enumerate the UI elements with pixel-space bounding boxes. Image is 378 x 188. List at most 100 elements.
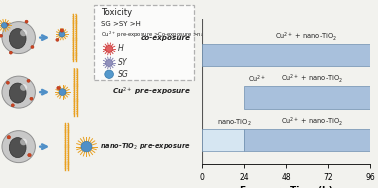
- Bar: [202, 44, 370, 66]
- Circle shape: [73, 33, 74, 34]
- Circle shape: [76, 105, 78, 106]
- Circle shape: [59, 31, 65, 37]
- Text: Cu$^{2+}$ pre-exposure: Cu$^{2+}$ pre-exposure: [112, 86, 191, 98]
- Circle shape: [74, 107, 75, 108]
- Circle shape: [67, 129, 69, 130]
- Circle shape: [65, 157, 66, 158]
- Circle shape: [65, 153, 66, 154]
- Circle shape: [73, 41, 74, 43]
- Circle shape: [9, 51, 12, 54]
- Circle shape: [76, 79, 78, 80]
- Circle shape: [65, 159, 66, 160]
- Circle shape: [67, 150, 69, 152]
- Circle shape: [73, 50, 74, 51]
- Circle shape: [75, 20, 77, 21]
- Circle shape: [73, 39, 74, 41]
- Circle shape: [59, 89, 66, 96]
- Circle shape: [73, 22, 74, 24]
- Circle shape: [67, 157, 69, 158]
- Circle shape: [76, 111, 78, 112]
- Circle shape: [76, 70, 78, 72]
- Circle shape: [67, 165, 69, 167]
- Circle shape: [67, 168, 69, 169]
- Circle shape: [74, 113, 75, 114]
- Circle shape: [2, 76, 36, 108]
- Circle shape: [7, 136, 11, 139]
- Circle shape: [74, 89, 75, 91]
- Circle shape: [74, 77, 75, 78]
- Circle shape: [67, 142, 69, 143]
- Circle shape: [76, 89, 78, 91]
- Circle shape: [65, 138, 66, 139]
- Circle shape: [73, 29, 74, 30]
- Circle shape: [20, 30, 27, 36]
- Circle shape: [75, 39, 77, 41]
- Text: SG >SY >H: SG >SY >H: [101, 20, 141, 27]
- Circle shape: [67, 123, 69, 124]
- Text: co-exposure: co-exposure: [141, 35, 191, 41]
- Circle shape: [67, 136, 69, 137]
- Circle shape: [65, 129, 66, 130]
- Circle shape: [65, 161, 66, 163]
- Circle shape: [73, 44, 74, 45]
- Circle shape: [74, 72, 75, 74]
- Circle shape: [76, 100, 78, 102]
- Circle shape: [5, 23, 8, 26]
- Circle shape: [74, 68, 75, 70]
- Circle shape: [76, 75, 78, 76]
- Circle shape: [65, 125, 66, 126]
- Circle shape: [65, 133, 66, 135]
- Circle shape: [74, 70, 75, 72]
- Circle shape: [74, 105, 75, 106]
- Circle shape: [75, 24, 77, 26]
- Circle shape: [67, 138, 69, 139]
- Circle shape: [65, 144, 66, 146]
- Circle shape: [74, 79, 75, 80]
- Circle shape: [65, 142, 66, 143]
- Circle shape: [105, 70, 113, 78]
- Text: Toxicity: Toxicity: [101, 8, 132, 17]
- Circle shape: [76, 81, 78, 82]
- Circle shape: [73, 27, 74, 28]
- Circle shape: [67, 131, 69, 133]
- Circle shape: [75, 41, 77, 43]
- Circle shape: [65, 123, 66, 124]
- Circle shape: [105, 60, 113, 66]
- Circle shape: [2, 22, 36, 54]
- Circle shape: [75, 48, 77, 49]
- Circle shape: [20, 84, 27, 91]
- Circle shape: [74, 75, 75, 76]
- Circle shape: [67, 155, 69, 156]
- Circle shape: [67, 148, 69, 150]
- Circle shape: [67, 163, 69, 165]
- Circle shape: [57, 86, 60, 90]
- Circle shape: [76, 109, 78, 110]
- Circle shape: [76, 113, 78, 114]
- Circle shape: [73, 54, 74, 56]
- Circle shape: [76, 72, 78, 74]
- Circle shape: [76, 102, 78, 104]
- Circle shape: [65, 127, 66, 128]
- Circle shape: [75, 35, 77, 36]
- Circle shape: [73, 24, 74, 26]
- Circle shape: [76, 85, 78, 87]
- Ellipse shape: [9, 29, 26, 49]
- Circle shape: [0, 34, 3, 37]
- Circle shape: [67, 140, 69, 141]
- Text: H: H: [118, 44, 124, 53]
- Circle shape: [76, 96, 78, 97]
- Circle shape: [30, 97, 33, 100]
- Circle shape: [73, 48, 74, 49]
- Circle shape: [65, 163, 66, 165]
- Circle shape: [76, 98, 78, 99]
- Circle shape: [67, 153, 69, 154]
- Circle shape: [75, 22, 77, 24]
- Circle shape: [74, 102, 75, 104]
- Text: nano-TiO$_2$: nano-TiO$_2$: [217, 118, 251, 128]
- Circle shape: [65, 148, 66, 150]
- Circle shape: [65, 136, 66, 137]
- Circle shape: [75, 31, 77, 32]
- Circle shape: [75, 16, 77, 17]
- Circle shape: [65, 168, 66, 169]
- Circle shape: [73, 35, 74, 36]
